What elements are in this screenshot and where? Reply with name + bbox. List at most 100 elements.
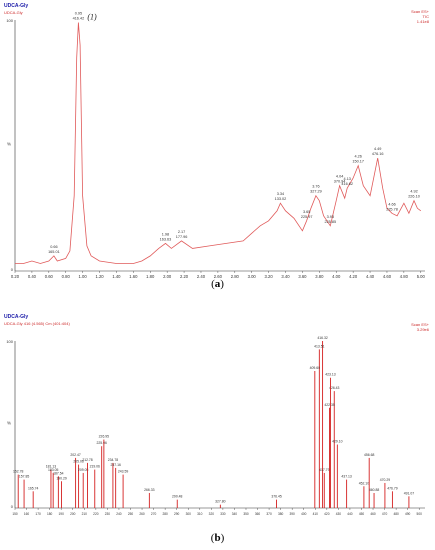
b-peak-label: 234.78 [108, 458, 118, 462]
b-peak-label: 190.29 [56, 476, 66, 480]
b-peak-label: 183.05 [48, 468, 58, 472]
b-peak-label: 237.16 [110, 463, 120, 467]
a-x-tick-label: 0.60 [45, 274, 54, 279]
b-x-tick-label: 480 [393, 512, 399, 516]
b-peak-label: 205.06 [73, 460, 83, 464]
b-peak-label: 152.78 [13, 470, 23, 474]
b-x-tick-label: 230 [105, 512, 111, 516]
b-peak-label: 327.80 [215, 500, 225, 504]
a-x-tick-label: 4.40 [366, 274, 375, 279]
caption-b: (b) [210, 532, 225, 544]
b-peak-label: 413.51 [314, 344, 324, 348]
b-peak-label: 266.33 [144, 488, 154, 492]
a-peak-mz-label: 133.02 [275, 197, 287, 201]
panel-b-intensity: 3.29e6 [416, 327, 429, 332]
b-peak-label: 423.13 [325, 373, 335, 377]
b-x-tick-label: 150 [12, 512, 18, 516]
b-x-tick-label: 370 [266, 512, 272, 516]
panel-b-mass-spectrum: UDCA-Gly UDCA-Gly 416 (4.565) Cm (401:40… [0, 283, 435, 538]
b-x-tick-label: 280 [162, 512, 168, 516]
panel-a-intensity: 1.41e8 [416, 19, 429, 24]
b-x-tick-label: 290 [174, 512, 180, 516]
a-peak-mz-label: 163.63 [160, 237, 172, 241]
a-peak-rt-label: 3.65 [303, 210, 310, 214]
b-peak-label: 187.54 [53, 471, 63, 475]
b-peak-label: 460.88 [369, 488, 379, 492]
a-peak-mz-label: 225.85 [325, 220, 337, 224]
b-x-tick-label: 300 [186, 512, 192, 516]
a-peak-mz-label: 225.97 [301, 215, 313, 219]
a-x-tick-label: 0.40 [28, 274, 37, 279]
a-y-tick-zero: 0 [11, 267, 14, 272]
panel-a-tic-chromatogram: UDCA-Gly UDCA-Gly Scan ES+ TIC 1.41e8 10… [0, 0, 435, 279]
b-x-tick-label: 170 [35, 512, 41, 516]
a-x-tick-label: 4.80 [400, 274, 409, 279]
a-peak-rt-label: 3.76 [312, 185, 319, 189]
a-x-tick-label: 1.60 [129, 274, 138, 279]
a-y-label: % [7, 142, 11, 147]
b-x-tick-label: 210 [82, 512, 88, 516]
a-peak-mz-label: 476.16 [372, 152, 384, 156]
b-peak-label: 225.06 [97, 441, 107, 445]
b-x-tick-label: 390 [290, 512, 296, 516]
a-peak-mz-label: 177.96 [176, 235, 188, 239]
b-peak-label: 243.59 [118, 470, 128, 474]
a-x-tick-label: 2.20 [180, 274, 189, 279]
a-x-tick-label: 2.80 [231, 274, 240, 279]
b-x-tick-label: 220 [93, 512, 99, 516]
a-x-tick-label: 2.40 [197, 274, 206, 279]
b-peak-label: 476.79 [387, 486, 397, 490]
b-peak-label: 456.68 [364, 453, 374, 457]
b-y-tick-top: 100 [6, 339, 13, 344]
panel-a-subtitle: UDCA-Gly [4, 10, 23, 15]
b-peak-label: 426.43 [329, 386, 339, 390]
a-x-tick-label: 0.80 [62, 274, 71, 279]
a-peak-rt-label: 1.98 [162, 232, 169, 236]
b-x-tick-label: 420 [324, 512, 330, 516]
b-x-tick-label: 160 [24, 512, 30, 516]
b-peak-label: 157.85 [19, 475, 29, 479]
b-y-tick-zero: 0 [11, 504, 14, 509]
a-x-tick-label: 4.20 [349, 274, 358, 279]
b-x-tick-label: 410 [313, 512, 319, 516]
b-peak-label: 422.35 [324, 403, 334, 407]
a-peak-rt-label: 4.49 [374, 147, 381, 151]
panel-b-scan-mode: Scan ES+ [411, 322, 429, 327]
b-peak-label: 429.10 [332, 440, 342, 444]
b-x-tick-label: 400 [301, 512, 307, 516]
a-peak-rt-label: 0.66 [50, 245, 57, 249]
a-peak-mz-label: 416.42 [73, 17, 85, 21]
a-x-tick-label: 3.40 [281, 274, 290, 279]
panel-a-trace-type: TIC [422, 14, 429, 19]
a-tic-trace [15, 22, 422, 264]
panel-a-plot: 100 0% 0.20 0.40 0.60 0.80 1.00 1.20 1.40 1.60 1.8… [6, 12, 425, 279]
panel-a-scan-info: Scan ES+ TIC 1.41e8 [411, 9, 429, 24]
b-x-tick-label: 430 [336, 512, 342, 516]
b-peak-label: 202.47 [70, 453, 80, 457]
a-x-tick-label: 0.20 [11, 274, 20, 279]
panel-b-title: UDCA-Gly [4, 314, 29, 320]
b-peak-label: 417.79 [319, 468, 329, 472]
b-peak-label: 181.13 [46, 465, 56, 469]
a-peak-mz-label: 165.01 [48, 250, 60, 254]
b-peak-label: 290.48 [172, 495, 182, 499]
a-x-tick-label: 1.80 [146, 274, 155, 279]
panel-b-subtitle: UDCA-Gly 416 (4.565) Cm (401:404) [4, 321, 70, 326]
panel-b-plot: 100 0% 150 160 170 180 190 200 210 220 230 240 250 26… [6, 336, 425, 516]
a-peak-rt-label: 3.34 [277, 192, 284, 196]
b-x-tick-label: 340 [232, 512, 238, 516]
a-peak-rt-label: 2.17 [178, 230, 185, 234]
a-x-tick-label: 3.80 [315, 274, 324, 279]
caption-a: (a) [211, 278, 224, 290]
b-x-tick-label: 200 [70, 512, 76, 516]
panel-a-scan-mode: Scan ES+ [411, 9, 429, 14]
a-peak-mz-label: 150.17 [352, 160, 364, 164]
b-peak-label: 416.32 [317, 336, 327, 340]
b-peak-label: 212.78 [82, 458, 92, 462]
a-x-tick-label: 4.00 [332, 274, 341, 279]
a-peak-mz-label: 416.62 [341, 182, 353, 186]
b-x-tick-label: 470 [382, 512, 388, 516]
a-peak-rt-label: 4.92 [410, 190, 417, 194]
a-x-tick-label: 2.60 [214, 274, 223, 279]
b-x-tick-label: 360 [255, 512, 261, 516]
